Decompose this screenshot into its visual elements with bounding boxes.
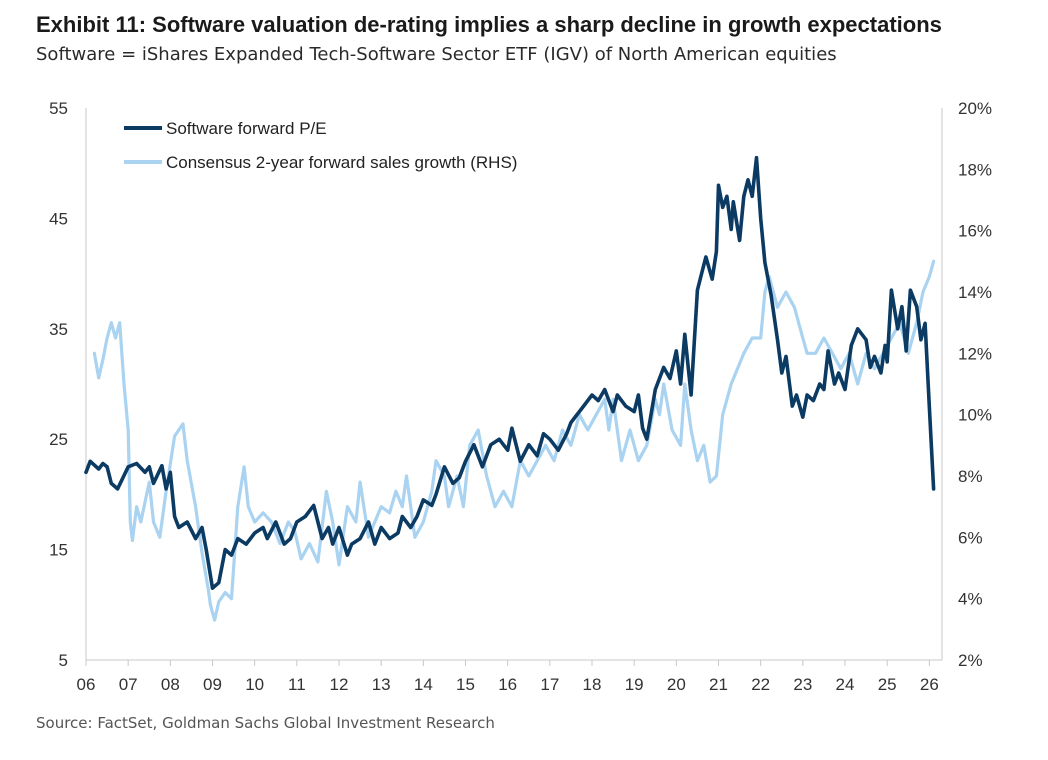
- x-tick-label: 07: [119, 675, 138, 694]
- right-tick-label: 2%: [958, 651, 983, 670]
- x-tick-label: 21: [709, 675, 728, 694]
- right-tick-label: 10%: [958, 406, 992, 425]
- right-tick-label: 4%: [958, 590, 983, 609]
- right-tick-label: 14%: [958, 283, 992, 302]
- x-tick-label: 10: [245, 675, 264, 694]
- left-tick-label: 5: [59, 651, 68, 670]
- chart-title: Exhibit 11: Software valuation de-rating…: [36, 12, 942, 37]
- x-tick-label: 26: [920, 675, 939, 694]
- x-tick-label: 13: [372, 675, 391, 694]
- x-tick-label: 15: [456, 675, 475, 694]
- x-tick-label: 09: [203, 675, 222, 694]
- axes-layer: 55 45 35 25 15 5 20% 18% 16% 14% 12% 10% 8% 6% 4% 2% 06 0…: [49, 99, 992, 694]
- chart-source: Source: FactSet, Goldman Sachs Global In…: [36, 714, 495, 732]
- legend-label: Software forward P/E: [166, 119, 327, 138]
- right-tick-label: 6%: [958, 528, 983, 547]
- chart-subtitle: Software = iShares Expanded Tech-Softwar…: [36, 44, 837, 65]
- right-tick-label: 20%: [958, 99, 992, 118]
- left-tick-label: 35: [49, 320, 68, 339]
- left-tick-label: 45: [49, 209, 68, 228]
- x-tick-label: 19: [625, 675, 644, 694]
- x-tick-label: 14: [414, 675, 433, 694]
- x-tick-label: 18: [583, 675, 602, 694]
- left-tick-label: 55: [49, 99, 68, 118]
- x-tick-label: 22: [751, 675, 770, 694]
- x-tick-label: 16: [498, 675, 517, 694]
- x-tick-label: 12: [330, 675, 349, 694]
- x-tick-label: 25: [878, 675, 897, 694]
- legend: Software forward P/E Consensus 2-year for…: [124, 119, 517, 172]
- x-tick-label: 06: [77, 675, 96, 694]
- series-line-software-pe: [84, 155, 936, 591]
- x-tick-label: 24: [836, 675, 855, 694]
- legend-label: Consensus 2-year forward sales growth (R…: [166, 153, 517, 172]
- x-tick-label: 08: [161, 675, 180, 694]
- x-tick-label: 23: [793, 675, 812, 694]
- left-tick-label: 25: [49, 430, 68, 449]
- right-tick-label: 8%: [958, 467, 983, 486]
- right-tick-label: 12%: [958, 344, 992, 363]
- left-tick-label: 15: [49, 541, 68, 560]
- right-tick-label: 16%: [958, 222, 992, 241]
- x-tick-label: 17: [540, 675, 559, 694]
- right-tick-label: 18%: [958, 160, 992, 179]
- series-layer: [84, 155, 936, 622]
- x-tick-label: 20: [667, 675, 686, 694]
- x-tick-label: 11: [288, 675, 306, 694]
